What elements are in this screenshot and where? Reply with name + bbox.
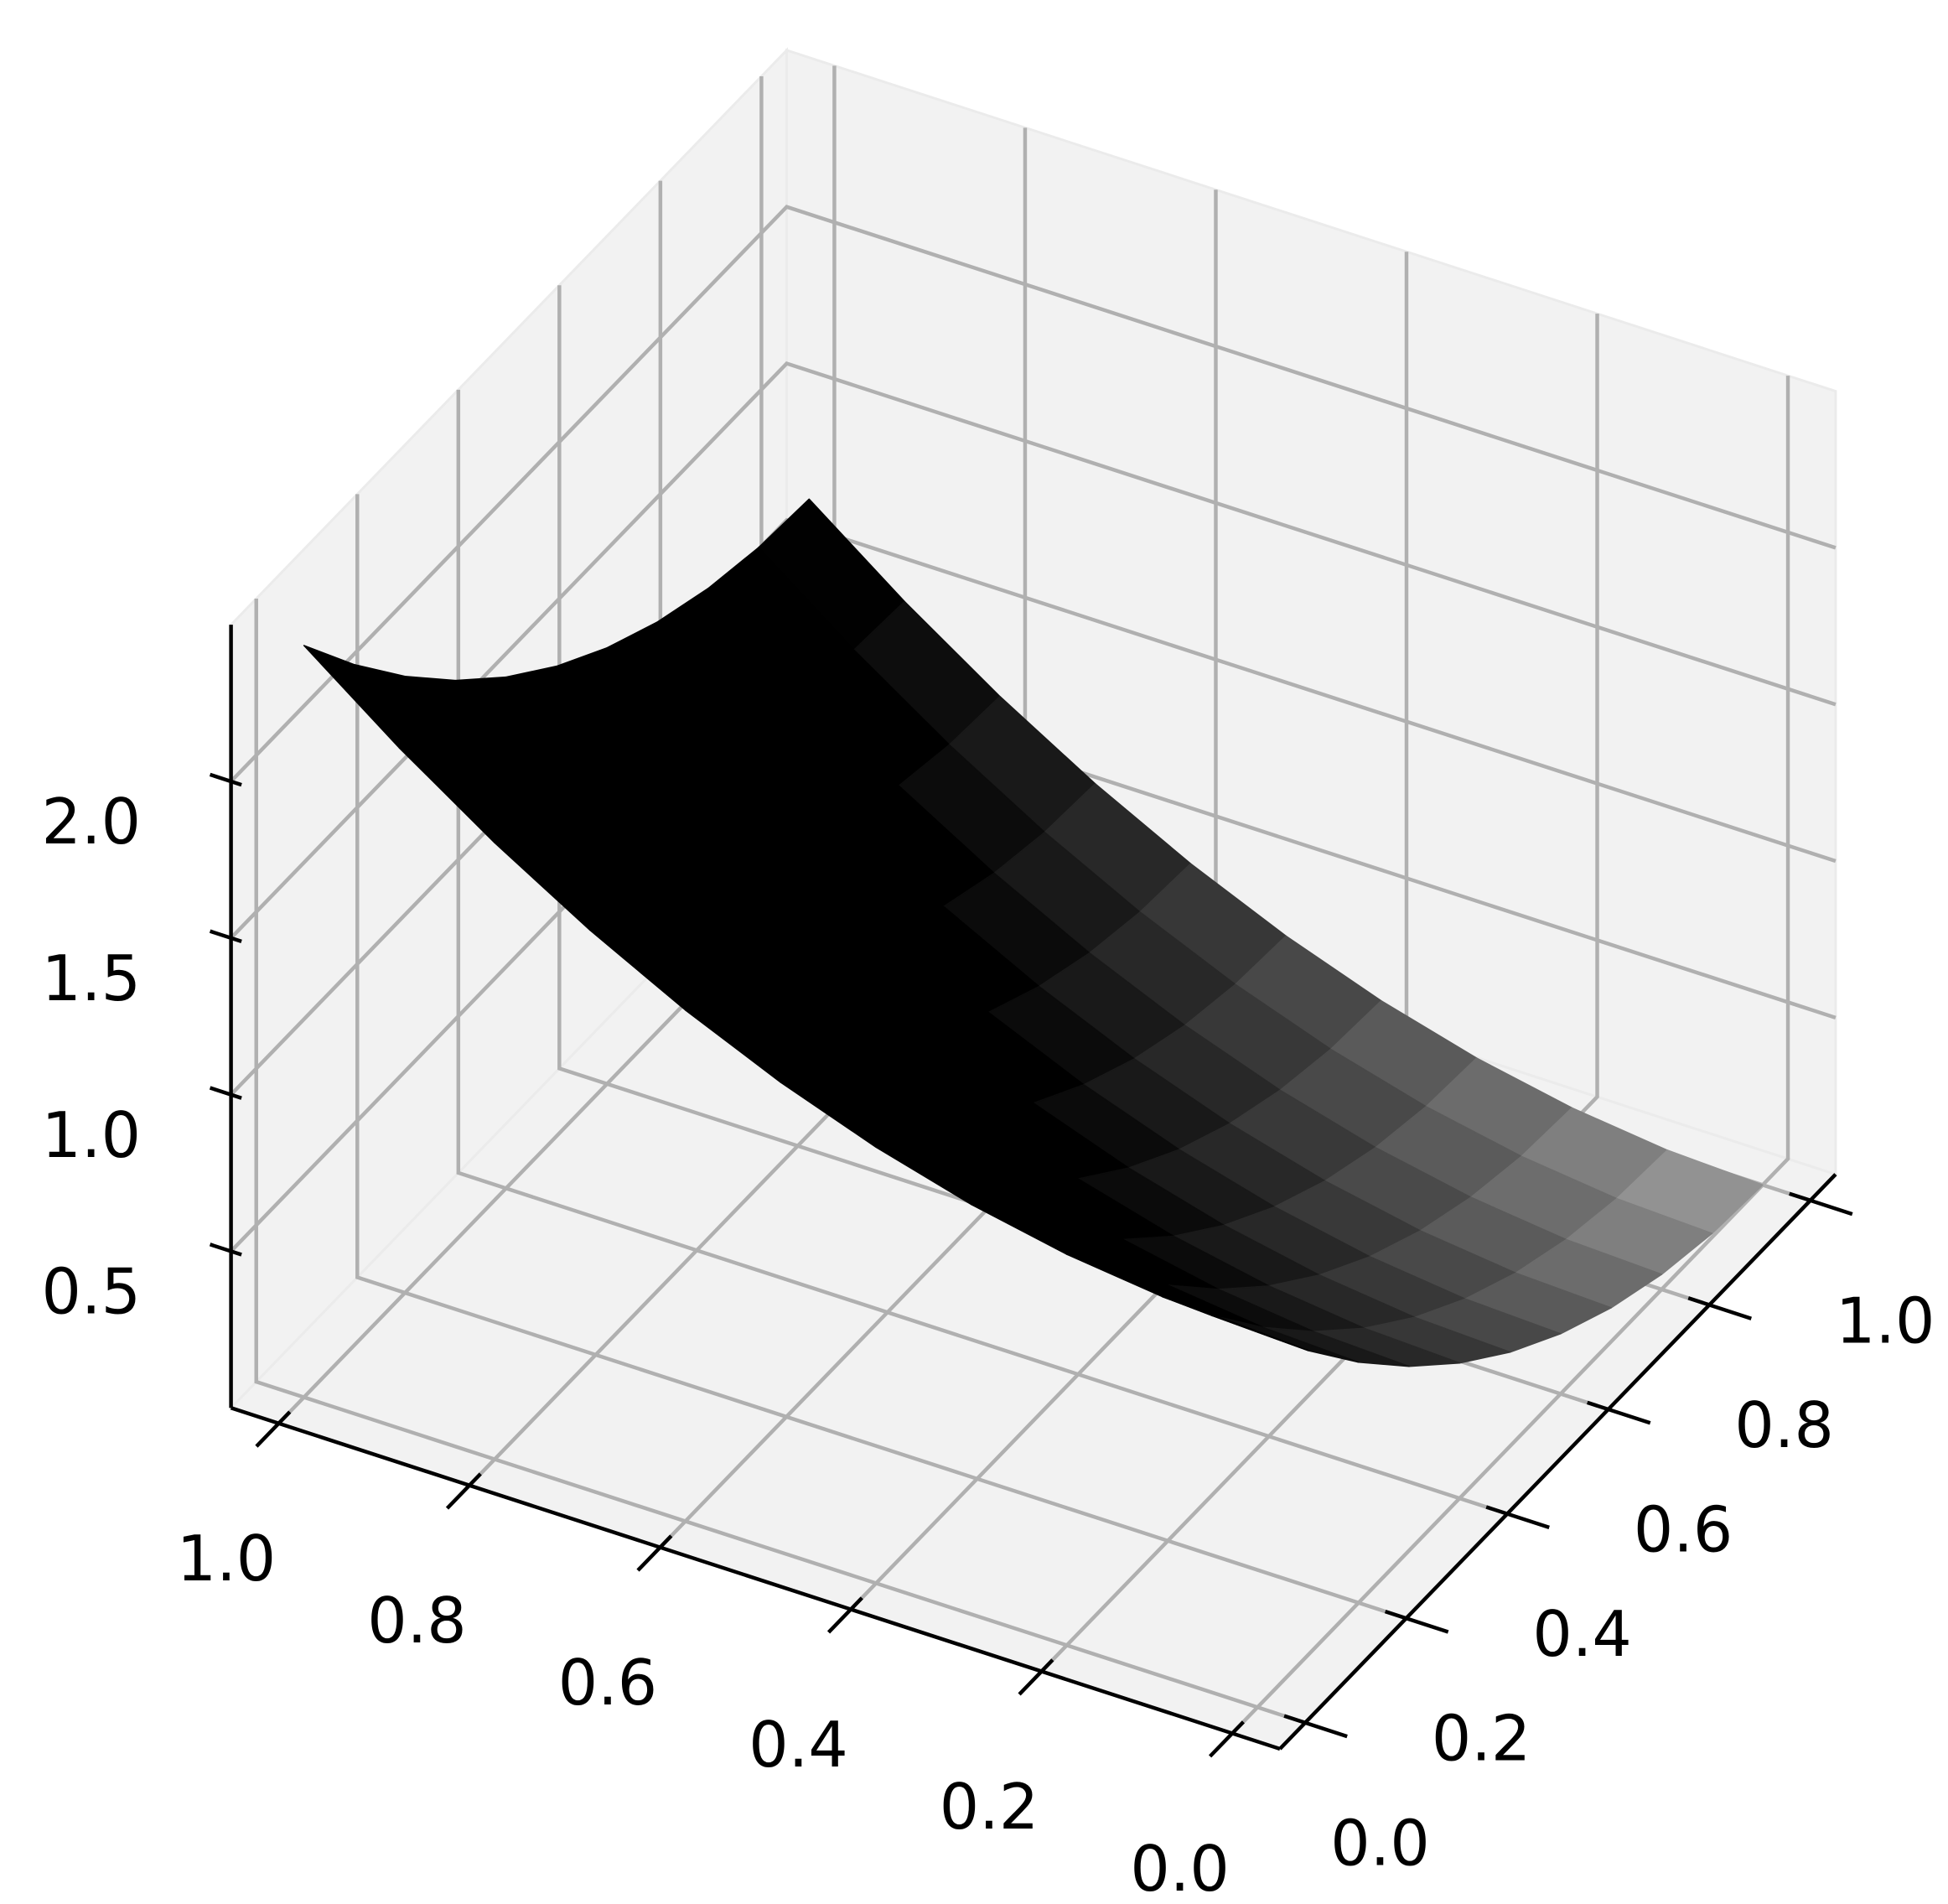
y-tick: [1384, 1609, 1449, 1634]
z-tick-label: 2.0: [42, 786, 141, 859]
x-tick-label: 0.0: [1130, 1833, 1229, 1904]
z-tick: [209, 929, 242, 944]
x-tick: [445, 1472, 482, 1510]
grid-line: [1039, 314, 1599, 1673]
x-tick-label: 1.0: [177, 1523, 276, 1595]
x-tick-label: 0.4: [749, 1709, 847, 1782]
x-axis: [230, 1406, 1281, 1751]
z-tick: [209, 772, 242, 787]
x-tick-label: 0.6: [558, 1647, 657, 1720]
y-tick-label: 0.4: [1532, 1598, 1631, 1671]
y-tick-label: 0.6: [1634, 1493, 1733, 1566]
y-axis: [1278, 1173, 1837, 1751]
x-tick: [1018, 1658, 1054, 1696]
x-tick: [255, 1410, 292, 1448]
y-tick: [1789, 1191, 1853, 1217]
grid-line: [1230, 376, 1790, 1735]
grid-line: [254, 599, 1306, 1725]
z-tick-label: 1.5: [42, 942, 141, 1015]
y-tick-label: 0.2: [1432, 1703, 1531, 1776]
y-tick: [1485, 1505, 1550, 1530]
y-tick-label: 0.8: [1734, 1389, 1833, 1462]
x-tick-label: 0.8: [367, 1585, 466, 1658]
z-tick-label: 1.0: [42, 1099, 141, 1172]
y-tick: [1283, 1714, 1348, 1739]
z-tick: [209, 1243, 242, 1257]
x-tick: [826, 1596, 863, 1634]
x-tick-label: 0.2: [940, 1771, 1039, 1844]
y-tick: [1687, 1296, 1753, 1320]
grid-line: [456, 389, 1508, 1516]
grid-line: [355, 494, 1407, 1621]
x-tick: [636, 1534, 673, 1572]
z-tick-label: 0.5: [42, 1256, 141, 1329]
y-tick-label: 0.0: [1330, 1807, 1429, 1880]
z-tick: [209, 1086, 242, 1100]
x-tick: [1208, 1720, 1245, 1758]
grid-line: [229, 205, 1837, 783]
y-tick: [1587, 1400, 1651, 1425]
y-tick-label: 1.0: [1836, 1284, 1935, 1357]
surface-facet: [1161, 1295, 1309, 1351]
